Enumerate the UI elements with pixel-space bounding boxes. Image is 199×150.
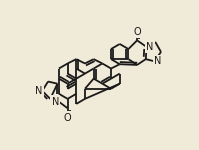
Text: N: N (52, 97, 59, 107)
Text: N: N (35, 86, 42, 96)
Text: N: N (146, 42, 154, 52)
Text: O: O (64, 113, 71, 123)
Text: O: O (133, 27, 141, 37)
Text: N: N (154, 56, 162, 66)
